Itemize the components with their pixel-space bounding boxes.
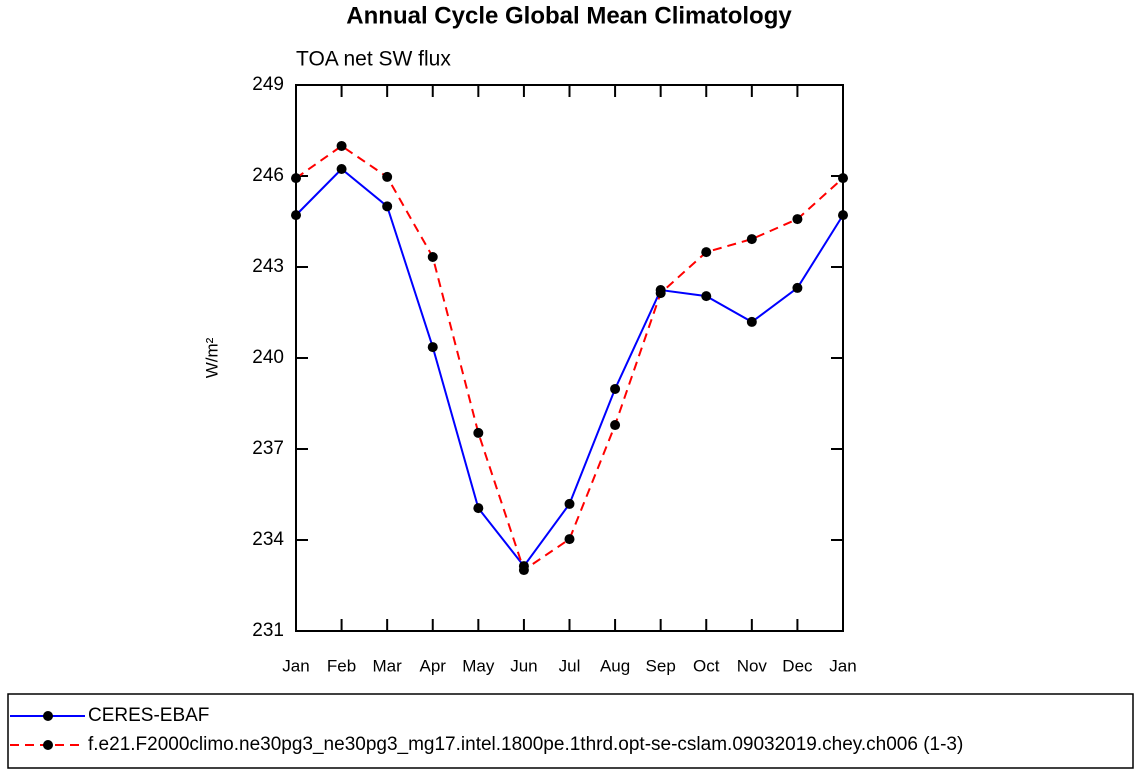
legend-label: f.e21.F2000climo.ne30pg3_ne30pg3_mg17.in… (88, 734, 963, 755)
x-tick-label: Nov (737, 656, 768, 675)
data-point (610, 420, 621, 431)
y-axis-label: W/m² (202, 337, 221, 378)
chart-title: Annual Cycle Global Mean Climatology (346, 2, 792, 29)
y-tick-label: 243 (252, 256, 284, 277)
y-tick-label: 249 (252, 74, 284, 95)
data-point (473, 427, 484, 438)
x-tick-label: Apr (420, 656, 447, 675)
data-point (746, 234, 757, 245)
y-tick-label: 231 (252, 620, 284, 641)
y-tick-label: 240 (252, 347, 284, 368)
data-point (564, 498, 575, 509)
data-point (291, 173, 301, 184)
data-point (701, 291, 712, 302)
legend-marker (43, 740, 53, 750)
chart-subtitle: TOA net SW flux (296, 48, 451, 71)
data-point (518, 565, 529, 576)
data-point (291, 210, 301, 221)
x-tick-label: May (462, 656, 495, 675)
data-point (655, 288, 666, 299)
y-tick-label: 246 (252, 165, 284, 186)
y-tick-label: 237 (252, 438, 284, 459)
legend-label: CERES-EBAF (88, 705, 209, 726)
data-point (792, 214, 803, 225)
data-point (382, 171, 393, 182)
x-tick-label: Jan (282, 656, 309, 675)
data-point (701, 247, 712, 258)
x-tick-label: Jan (829, 656, 856, 675)
x-tick-label: Dec (782, 656, 813, 675)
data-point (610, 383, 621, 394)
x-tick-label: Aug (600, 656, 630, 675)
legend-box (7, 693, 1134, 769)
data-point (792, 282, 803, 293)
data-point (838, 210, 848, 221)
x-tick-label: Oct (693, 656, 720, 675)
x-tick-label: Feb (327, 656, 356, 675)
data-point (838, 173, 848, 184)
x-tick-label: Mar (373, 656, 403, 675)
x-tick-label: Sep (646, 656, 676, 675)
data-point (336, 164, 347, 175)
data-point (564, 534, 575, 545)
data-point (382, 201, 393, 212)
data-point (427, 251, 438, 262)
legend-marker (43, 711, 53, 721)
data-point (336, 140, 347, 151)
plot-frame (295, 84, 844, 632)
y-tick-label: 234 (252, 529, 284, 550)
x-tick-label: Jul (559, 656, 581, 675)
data-point (473, 503, 484, 514)
data-point (746, 316, 757, 327)
data-point (427, 342, 438, 353)
x-tick-label: Jun (510, 656, 537, 675)
